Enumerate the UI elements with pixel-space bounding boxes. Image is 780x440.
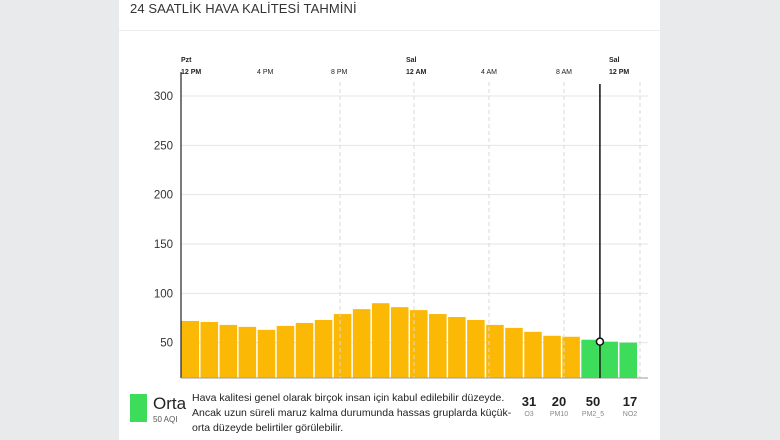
pollutant-o3: 31 O3 — [509, 394, 549, 418]
x-tick-day: Sal — [609, 57, 620, 64]
y-tick-label: 250 — [154, 140, 173, 152]
divider — [119, 30, 660, 31]
aqi-bar[interactable] — [505, 327, 523, 378]
time-cursor-dot[interactable] — [595, 337, 605, 346]
aqi-bar[interactable] — [390, 307, 409, 378]
aqi-bar[interactable] — [619, 342, 637, 378]
pollutant-name: PM2_5 — [581, 411, 605, 418]
pollutant-value: 17 — [622, 394, 638, 409]
aqi-bar[interactable] — [352, 309, 371, 378]
y-tick-label: 150 — [154, 239, 173, 251]
aqi-bar[interactable] — [581, 339, 599, 378]
level-name: Orta — [153, 394, 187, 413]
aqi-bar[interactable] — [333, 314, 352, 378]
aqi-bar[interactable] — [448, 317, 466, 378]
card-title: 24 SAATLİK HAVA KALİTESİ TAHMİNİ — [130, 1, 357, 16]
x-tick-time: 12 PM — [609, 69, 629, 76]
aqi-bar[interactable] — [562, 336, 580, 378]
x-tick-time: 4 PM — [257, 69, 274, 76]
y-tick-label: 200 — [154, 190, 173, 202]
pollutant-name: NO2 — [622, 411, 638, 418]
aqi-bar[interactable] — [295, 322, 314, 378]
pollutant-value: 31 — [521, 394, 537, 409]
current-summary: Orta 50 AQI Hava kalitesi genel olarak b… — [119, 380, 660, 440]
aqi-bar[interactable] — [314, 319, 333, 378]
aqi-bar[interactable] — [276, 325, 295, 378]
aqi-bar[interactable] — [486, 324, 504, 378]
pollutant-value: 20 — [551, 394, 567, 409]
pollutant-no2: 17 NO2 — [610, 394, 650, 418]
x-tick-day: Sal — [406, 57, 417, 64]
pollutant-pm10: 20 PM10 — [539, 394, 579, 418]
x-tick-day: Pzt — [181, 57, 192, 64]
aqi-bar[interactable] — [181, 320, 200, 378]
y-tick-label: 300 — [154, 91, 173, 103]
level-description: Hava kalitesi genel olarak birçok insan … — [192, 392, 512, 434]
pollutant-name: PM10 — [549, 411, 569, 418]
x-tick-time: 12 AM — [406, 69, 427, 76]
y-tick-label: 100 — [154, 288, 173, 300]
aqi-bar-chart[interactable]: 300 250 200 150 100 50 Pzt 12 PM 4 PM 8 PM Sal 12 A… — [119, 0, 660, 380]
level-aqi: 50 AQI — [153, 415, 178, 424]
aqi-bar[interactable] — [429, 314, 447, 378]
x-tick-time: 12 PM — [181, 69, 201, 76]
aqi-bar[interactable] — [238, 326, 257, 378]
aqi-bar[interactable] — [371, 303, 390, 378]
aqi-bar[interactable] — [543, 335, 561, 378]
aqi-bar[interactable] — [219, 324, 238, 378]
aqi-bar[interactable] — [600, 341, 618, 378]
aqi-bar[interactable] — [200, 321, 219, 378]
x-tick-time: 8 AM — [556, 69, 572, 76]
level-color-swatch — [130, 394, 147, 422]
pollutant-pm2_5: 50 PM2_5 — [573, 394, 613, 418]
x-tick-time: 4 AM — [481, 69, 497, 76]
aqi-bar[interactable] — [410, 310, 428, 378]
aqi-bar[interactable] — [257, 329, 276, 378]
x-tick-time: 8 PM — [331, 69, 348, 76]
aqi-bar[interactable] — [467, 319, 485, 378]
pollutant-value: 50 — [585, 394, 601, 409]
pollutant-name: O3 — [524, 411, 534, 418]
forecast-card: 24 SAATLİK HAVA KALİTESİ TAHMİNİ 300 250 2… — [119, 0, 660, 440]
y-tick-label: 50 — [160, 338, 173, 350]
aqi-bar[interactable] — [524, 331, 542, 378]
